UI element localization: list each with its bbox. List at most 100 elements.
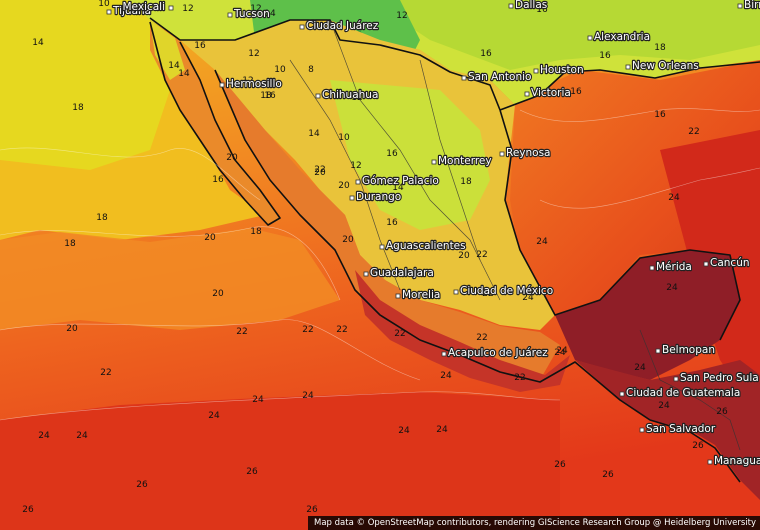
isotherm-value-label: 22	[302, 325, 313, 335]
pacific-coast	[214, 69, 741, 483]
city-dot	[508, 3, 514, 9]
city-g-mez-palacio[interactable]: Gómez Palacio	[355, 174, 440, 188]
isotherm-value-label: 18	[654, 43, 666, 53]
city-birm[interactable]: Birm	[737, 0, 760, 12]
isotherm-value-label: 24	[666, 283, 678, 293]
city-ciudad-de-m-xico[interactable]: Ciudad de México	[453, 284, 554, 298]
isotherm-value-label: 22	[236, 327, 247, 337]
city-ciudad-ju-rez[interactable]: Ciudad Juárez	[299, 19, 380, 33]
city-acapulco-de-ju-rez[interactable]: Acapulco de Juárez	[441, 346, 549, 360]
isotherm-value-label: 22	[394, 329, 405, 339]
isotherm-value-label: 18	[64, 239, 76, 249]
city-name: Ciudad de Guatemala	[626, 387, 740, 399]
city-reynosa[interactable]: Reynosa	[499, 146, 552, 160]
city-managua[interactable]: Managua	[707, 454, 760, 468]
city-name: Houston	[540, 64, 584, 76]
city-monterrey[interactable]: Monterrey	[431, 154, 493, 168]
isotherm-value-label: 18	[96, 213, 108, 223]
isotherm-value-label: 20	[458, 251, 470, 261]
city-hermosillo[interactable]: Hermosillo	[219, 77, 283, 91]
city-san-antonio[interactable]: San Antonio	[461, 70, 533, 84]
city-dot	[227, 12, 233, 18]
isotherm-value-label: 12	[182, 4, 193, 14]
city-dot	[441, 351, 447, 357]
city-name: Gómez Palacio	[362, 175, 439, 187]
city-name: Hermosillo	[226, 78, 282, 90]
city-dot	[219, 82, 225, 88]
city-name: Monterrey	[438, 155, 492, 167]
isotherm-value-label: 26	[602, 470, 614, 480]
city-tucson[interactable]: Tucson	[227, 7, 271, 21]
city-guadalajara[interactable]: Guadalajara	[363, 266, 435, 280]
city-belmopan[interactable]: Belmopan	[655, 343, 716, 357]
city-name: Victoria	[531, 87, 571, 99]
city-victoria[interactable]: Victoria	[524, 86, 572, 100]
isotherm-value-label: 22	[476, 333, 487, 343]
city-morelia[interactable]: Morelia	[395, 288, 442, 302]
city-name: Cancún	[710, 257, 750, 269]
city-san-pedro-sula[interactable]: San Pedro Sula	[673, 371, 760, 385]
city-name: Alexandria	[594, 31, 650, 43]
city-dot	[533, 68, 539, 74]
isotherm-value-label: 14	[392, 183, 404, 193]
city-dot	[355, 179, 361, 185]
city-mexicali[interactable]: Mexicali	[121, 0, 174, 14]
isotherm-value-label: 26	[716, 407, 728, 417]
city-dot	[106, 9, 112, 15]
isotherm-value-label: 10	[98, 0, 110, 9]
city-name: Managua	[714, 455, 760, 467]
city-alexandria[interactable]: Alexandria	[587, 30, 651, 44]
city-m-rida[interactable]: Mérida	[649, 260, 693, 274]
isotherm-value-label: 18	[460, 177, 472, 187]
city-tijuana[interactable]: Tijuana	[106, 4, 152, 18]
city-chihuahua[interactable]: Chihuahua	[315, 88, 380, 102]
isotherm-value-label: 26	[692, 441, 704, 451]
isotherm-value-label: 26	[306, 505, 318, 515]
isotherm-5	[519, 108, 760, 122]
isotherm-value-label: 10	[274, 65, 286, 75]
isotherm-value-label: 20	[314, 168, 326, 178]
isotherm-value-label: 16	[654, 110, 666, 120]
city-dallas[interactable]: Dallas	[508, 0, 548, 12]
city-dot	[649, 265, 655, 271]
city-dot	[499, 151, 505, 157]
city-ciudad-de-guatemala[interactable]: Ciudad de Guatemala	[619, 386, 741, 400]
isotherm-value-label: 24	[440, 371, 452, 381]
isotherm-value-label: 14	[308, 129, 320, 139]
map-attribution[interactable]: Map data © OpenStreetMap contributors, r…	[308, 516, 760, 530]
isotherm-value-label: 24	[522, 293, 534, 303]
land-yucatan	[555, 250, 740, 380]
isotherm-value-label: 18	[260, 91, 272, 101]
isotherm-value-label: 22	[476, 250, 487, 260]
city-durango[interactable]: Durango	[349, 190, 402, 204]
state-borders-c	[419, 59, 481, 261]
city-aguascalientes[interactable]: Aguascalientes	[379, 239, 467, 253]
isotherm-value-label: 24	[658, 401, 670, 411]
city-name: Reynosa	[506, 147, 550, 159]
isotherm-value-label: 24	[76, 431, 88, 441]
city-dot	[453, 289, 459, 295]
band-deep-pacific	[0, 392, 560, 530]
isotherm-4	[0, 391, 561, 421]
isotherm-value-label: 8	[308, 65, 314, 75]
isotherm-value-label: 18	[72, 103, 84, 113]
city-dot	[395, 293, 401, 299]
city-dot	[625, 64, 631, 70]
city-dot	[703, 261, 709, 267]
city-name: Birm	[744, 0, 760, 11]
band-orange-pacific	[0, 228, 340, 330]
isotherm-value-label: 24	[252, 395, 264, 405]
isotherm-value-label: 16	[386, 218, 398, 228]
isotherm-value-label: 16	[386, 149, 398, 159]
city-new-orleans[interactable]: New Orleans	[625, 59, 700, 73]
city-houston[interactable]: Houston	[533, 63, 585, 77]
city-name: Dallas	[515, 0, 547, 11]
city-san-salvador[interactable]: San Salvador	[639, 422, 717, 436]
city-dot	[363, 271, 369, 277]
city-name: Ciudad Juárez	[306, 20, 379, 32]
city-canc-n[interactable]: Cancún	[703, 256, 751, 270]
city-dot	[431, 159, 437, 165]
gulf-coastline	[499, 61, 760, 111]
isotherm-value-label: 12	[250, 4, 261, 14]
